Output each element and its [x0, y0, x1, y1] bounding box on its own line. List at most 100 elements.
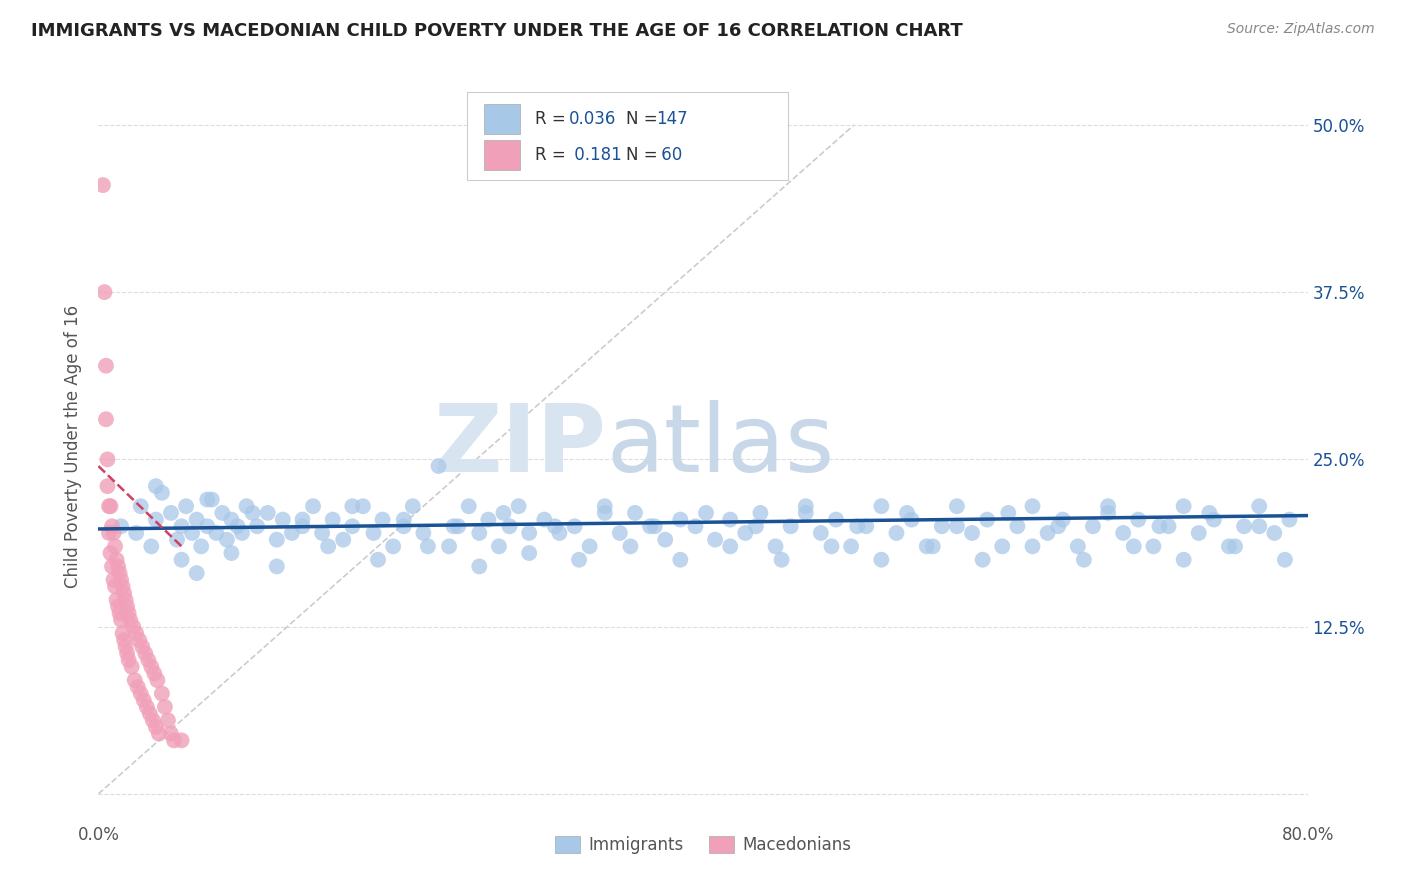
Point — [114, 640, 136, 654]
Point — [114, 593, 136, 607]
Point — [468, 526, 491, 541]
Point — [302, 500, 325, 514]
Point — [291, 519, 314, 533]
Point — [125, 526, 148, 541]
Point — [1173, 500, 1195, 514]
Y-axis label: Child Poverty Under the Age of 16: Child Poverty Under the Age of 16 — [65, 304, 83, 588]
Point — [770, 553, 793, 567]
Point — [352, 500, 374, 514]
Text: Source: ZipAtlas.com: Source: ZipAtlas.com — [1227, 22, 1375, 37]
Point — [96, 452, 118, 467]
Point — [170, 553, 193, 567]
Point — [103, 526, 125, 541]
Text: atlas: atlas — [606, 400, 835, 492]
Text: 0.181: 0.181 — [569, 145, 621, 163]
Point — [91, 178, 114, 193]
Point — [1081, 519, 1104, 533]
Point — [997, 506, 1019, 520]
Text: 147: 147 — [655, 110, 688, 128]
Point — [342, 519, 364, 533]
Text: 0.036: 0.036 — [569, 110, 616, 128]
Point — [94, 412, 117, 426]
Point — [498, 519, 520, 533]
Point — [638, 519, 661, 533]
Point — [402, 500, 425, 514]
Point — [215, 533, 238, 547]
Point — [437, 539, 460, 553]
Point — [181, 526, 204, 541]
Point — [121, 660, 143, 674]
Point — [718, 539, 741, 553]
Point — [211, 506, 233, 520]
Point — [142, 714, 165, 728]
Point — [246, 519, 269, 533]
Point — [1223, 539, 1246, 553]
Point — [1233, 519, 1256, 533]
Point — [644, 519, 666, 533]
Point — [371, 512, 394, 526]
Point — [1142, 539, 1164, 553]
Point — [271, 512, 294, 526]
Point — [332, 533, 354, 547]
Point — [100, 546, 122, 560]
Point — [170, 519, 193, 533]
Point — [718, 512, 741, 526]
Point — [129, 687, 152, 701]
Point — [160, 506, 183, 520]
Point — [1067, 539, 1090, 553]
Point — [915, 539, 938, 553]
Point — [136, 653, 159, 667]
Point — [839, 539, 862, 553]
Point — [654, 533, 676, 547]
Point — [1021, 539, 1043, 553]
Point — [125, 626, 148, 640]
Point — [1007, 519, 1029, 533]
Point — [1097, 506, 1119, 520]
Point — [112, 586, 135, 600]
Text: R =: R = — [534, 110, 571, 128]
Point — [112, 633, 135, 648]
Point — [921, 539, 943, 553]
Point — [931, 519, 953, 533]
Point — [593, 506, 616, 520]
Point — [266, 559, 288, 574]
Point — [132, 693, 155, 707]
Point — [1097, 500, 1119, 514]
Point — [896, 506, 918, 520]
Point — [946, 519, 969, 533]
Point — [1112, 526, 1135, 541]
Point — [156, 714, 179, 728]
Point — [195, 492, 218, 507]
Point — [1198, 506, 1220, 520]
Point — [1278, 512, 1301, 526]
Point — [382, 539, 405, 553]
Point — [1047, 519, 1070, 533]
Point — [115, 646, 138, 660]
Point — [221, 546, 243, 560]
Point — [1188, 526, 1211, 541]
Point — [105, 553, 128, 567]
Point — [794, 506, 817, 520]
Point — [900, 512, 922, 526]
Point — [145, 720, 167, 734]
Point — [517, 546, 540, 560]
Point — [148, 726, 170, 740]
Point — [122, 620, 145, 634]
Point — [1073, 553, 1095, 567]
Point — [107, 599, 129, 614]
Point — [457, 500, 479, 514]
Point — [342, 500, 364, 514]
Point — [201, 492, 224, 507]
Point — [205, 526, 228, 541]
Point — [1021, 500, 1043, 514]
Point — [392, 519, 415, 533]
Point — [468, 559, 491, 574]
Point — [145, 479, 167, 493]
Point — [624, 506, 647, 520]
Point — [568, 553, 591, 567]
Point — [960, 526, 983, 541]
Point — [150, 485, 173, 500]
Point — [1036, 526, 1059, 541]
Point — [124, 673, 146, 688]
Point — [110, 573, 132, 587]
